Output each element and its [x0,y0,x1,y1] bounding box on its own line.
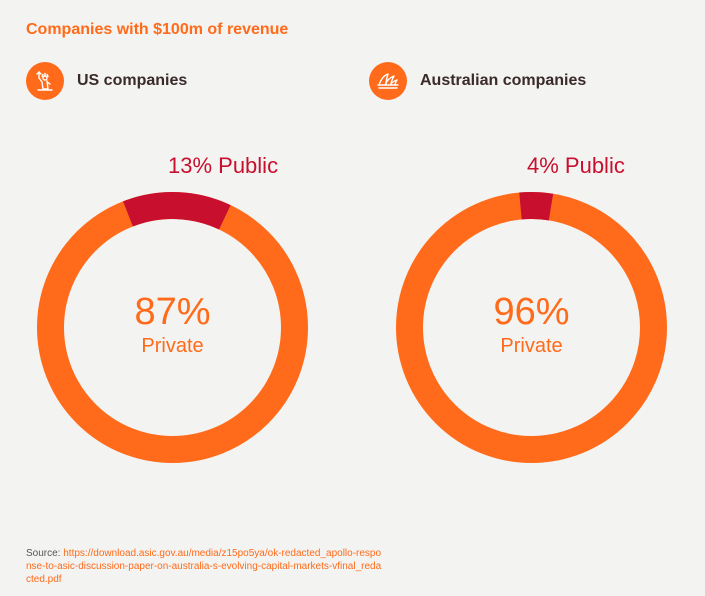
donut-us-svg [37,192,308,463]
slice-public [123,192,231,230]
legend-label-us: US companies [77,72,188,89]
donut-au-svg [396,192,667,463]
source-link[interactable]: https://download.asic.gov.au/media/z15po… [26,548,382,585]
legend-us: US companies [26,62,187,100]
legend-label-au: Australian companies [420,72,587,89]
legend-au: Australian companies [369,62,586,100]
private-percent-au: 96% [493,291,570,333]
private-percent-us: 87% [134,291,211,333]
source-note: Source: https://download.asic.gov.au/med… [26,547,386,586]
private-label-au: Private [500,335,563,357]
source-prefix: Source: [26,548,64,559]
statue-of-liberty-icon [26,62,64,100]
chart-title: Companies with $100m of revenue [26,21,289,38]
private-label-us: Private [141,335,204,357]
opera-house-icon [369,62,407,100]
public-label-us: 13% Public [168,153,279,178]
slice-public [519,192,554,221]
public-label-au: 4% Public [527,153,625,178]
